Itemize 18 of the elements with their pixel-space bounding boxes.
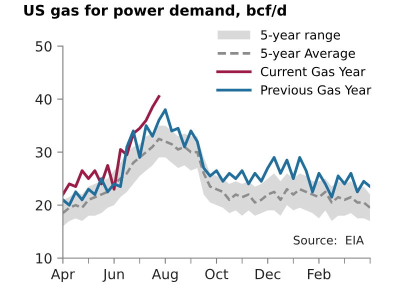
y-tick-label: 20	[36, 200, 52, 211]
y-tick-label: 50	[36, 41, 52, 52]
legend-label: 5-year Average	[261, 48, 355, 60]
x-tick-label: Dec	[256, 268, 280, 280]
x-tick-label: Feb	[308, 268, 330, 280]
x-tick-label: Oct	[205, 268, 228, 280]
line-series	[62, 108, 370, 207]
y-tick-label: 40	[35, 94, 52, 105]
chart-title: US gas for power demand, bcf/d	[24, 4, 286, 19]
legend-label: Current Gas Year	[260, 66, 366, 76]
x-tick-label: Jun	[102, 268, 124, 282]
x-tick-label: Aug	[152, 268, 178, 282]
annotation: Source: EIA	[294, 236, 364, 245]
y-tick-label: 10	[36, 253, 52, 264]
legend-label: Previous Gas Year	[261, 84, 372, 95]
y-tick-label: 30	[36, 147, 52, 158]
x-tick-label: Apr	[50, 268, 75, 282]
text: 5-year range	[261, 30, 340, 42]
